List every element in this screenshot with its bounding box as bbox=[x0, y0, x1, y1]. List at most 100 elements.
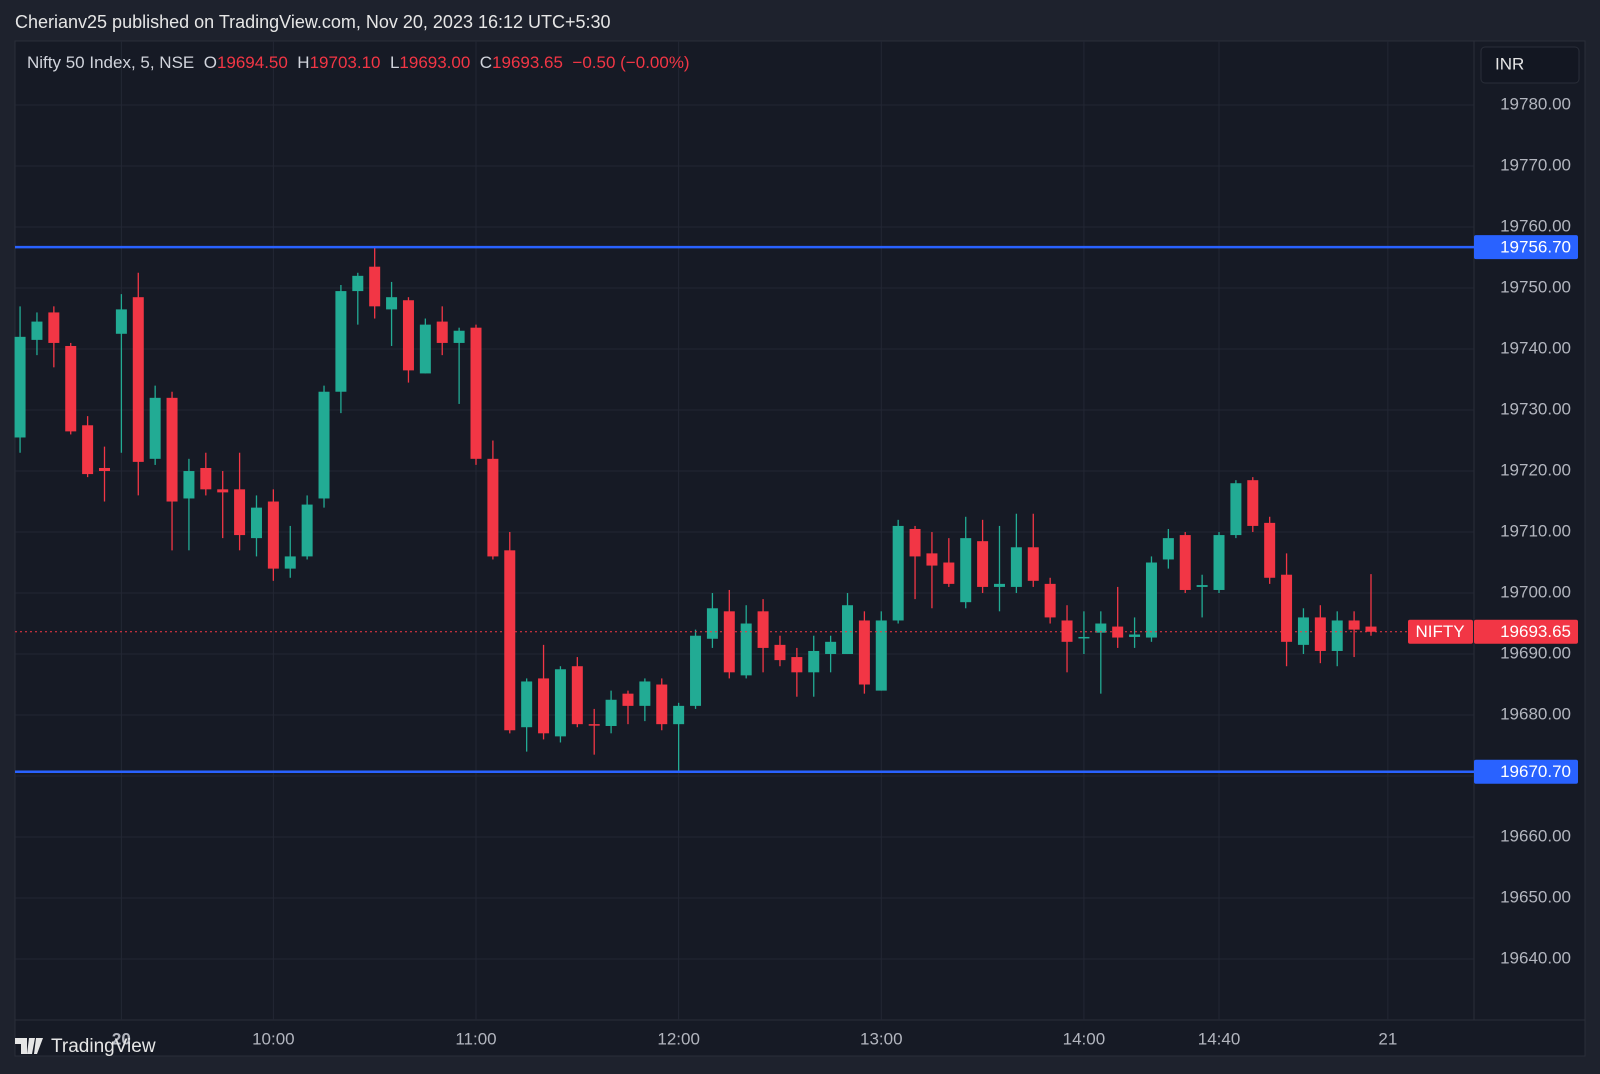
candle-body bbox=[656, 684, 668, 725]
y-tick-label: 19700.00 bbox=[1500, 583, 1571, 602]
candle-body bbox=[825, 641, 837, 655]
y-tick-label: 19780.00 bbox=[1500, 95, 1571, 114]
candle-body bbox=[1230, 483, 1242, 536]
candle-body bbox=[82, 425, 94, 475]
candle-body bbox=[166, 397, 178, 502]
y-tick-label: 19760.00 bbox=[1500, 217, 1571, 236]
candle-body bbox=[1213, 535, 1225, 590]
candle-body bbox=[31, 321, 43, 340]
x-tick-label: 11:00 bbox=[455, 1029, 496, 1048]
candle-body bbox=[639, 681, 651, 706]
candle-body bbox=[993, 583, 1005, 587]
x-tick-label: 10:00 bbox=[252, 1029, 295, 1048]
last-price-label: 19693.65 bbox=[1500, 622, 1571, 641]
symbol-title: Nifty 50 Index, 5, NSE bbox=[27, 53, 195, 72]
candle-body bbox=[504, 550, 516, 731]
change: −0.50 (−0.00%) bbox=[572, 53, 690, 72]
level-label: 19670.70 bbox=[1500, 762, 1571, 781]
currency-box bbox=[1480, 46, 1580, 84]
candle-body bbox=[217, 489, 229, 493]
ohlc-value: 19693.65 bbox=[492, 53, 563, 72]
candle-body bbox=[960, 538, 972, 603]
y-tick-label: 19770.00 bbox=[1500, 156, 1571, 175]
ohlc-key: O bbox=[203, 53, 217, 72]
candle-body bbox=[842, 605, 854, 655]
candle-body bbox=[791, 657, 803, 673]
candle-body bbox=[48, 312, 60, 343]
x-tick-label: 14:40 bbox=[1198, 1029, 1241, 1048]
candle-body bbox=[774, 644, 786, 661]
candle-body bbox=[723, 611, 735, 673]
candle-body bbox=[1365, 626, 1377, 632]
candle-body bbox=[183, 471, 195, 499]
candle-body bbox=[538, 678, 550, 734]
candle-body bbox=[740, 623, 752, 676]
candle-body bbox=[808, 650, 820, 673]
candle-body bbox=[554, 669, 566, 737]
y-tick-label: 19730.00 bbox=[1500, 400, 1571, 419]
level-label-box bbox=[1474, 235, 1578, 260]
y-tick-label: 19640.00 bbox=[1500, 948, 1571, 967]
candle-body bbox=[571, 666, 583, 725]
candle-body bbox=[1129, 634, 1141, 637]
ohlc-value: 19693.00 bbox=[399, 53, 471, 72]
candle-body bbox=[386, 297, 398, 310]
candle-body bbox=[250, 507, 262, 539]
symbol-legend: Nifty 50 Index, 5, NSE O19694.50 H19703.… bbox=[27, 53, 690, 73]
candle-body bbox=[1264, 522, 1276, 578]
y-tick-label: 19740.00 bbox=[1500, 339, 1571, 358]
last-price-name-box bbox=[1408, 619, 1473, 644]
brand: TradingView bbox=[51, 1036, 156, 1057]
candle-body bbox=[1162, 538, 1174, 560]
candle-body bbox=[318, 391, 330, 499]
ohlc-value: 19703.10 bbox=[309, 53, 381, 72]
candle-body bbox=[521, 681, 533, 728]
candle-body bbox=[1078, 636, 1090, 639]
y-tick-label: 19650.00 bbox=[1500, 887, 1571, 906]
candle-body bbox=[977, 541, 989, 587]
chart-pane bbox=[14, 40, 1586, 1057]
publish-info: Cherianv25 published on TradingView.com,… bbox=[15, 12, 611, 32]
candle-body bbox=[149, 397, 161, 459]
footer: TradingView bbox=[15, 1036, 156, 1058]
candle-body bbox=[200, 467, 212, 490]
candle-body bbox=[487, 458, 499, 557]
candle-body bbox=[234, 489, 246, 536]
candle-body bbox=[352, 275, 364, 292]
candle-body bbox=[1044, 583, 1056, 618]
candle-body bbox=[706, 608, 718, 639]
candle-body bbox=[1331, 620, 1343, 651]
x-tick-label: 12:00 bbox=[657, 1029, 700, 1048]
x-tick-label: 13:00 bbox=[860, 1029, 903, 1048]
candle-body bbox=[1196, 585, 1208, 587]
candle-body bbox=[858, 620, 870, 685]
y-tick-label: 19720.00 bbox=[1500, 461, 1571, 480]
candle-body bbox=[892, 525, 904, 621]
candle-body bbox=[1112, 626, 1124, 638]
last-price-box bbox=[1474, 619, 1578, 644]
y-tick-label: 19750.00 bbox=[1500, 278, 1571, 297]
candle-body bbox=[588, 724, 600, 726]
x-tick-label: 20 bbox=[112, 1029, 131, 1048]
candle-body bbox=[757, 611, 769, 648]
candle-body bbox=[1314, 617, 1326, 651]
level-label: 19756.70 bbox=[1500, 238, 1571, 257]
last-price-name: NIFTY bbox=[1415, 622, 1464, 641]
y-tick-label: 19710.00 bbox=[1500, 522, 1571, 541]
ohlc-key: H bbox=[297, 53, 310, 72]
candle-body bbox=[605, 699, 617, 726]
candle-body bbox=[98, 467, 110, 472]
candle-body bbox=[284, 556, 296, 569]
candle-body bbox=[1145, 562, 1157, 638]
candle-body bbox=[419, 324, 431, 374]
candle-body bbox=[470, 327, 482, 459]
x-tick-label: 14:00 bbox=[1063, 1029, 1106, 1048]
y-tick-label: 19680.00 bbox=[1500, 704, 1571, 723]
candle-body bbox=[909, 528, 921, 557]
candle-body bbox=[335, 291, 347, 392]
candle-body bbox=[369, 266, 381, 307]
candle-body bbox=[301, 504, 313, 557]
candle-body bbox=[673, 705, 685, 725]
